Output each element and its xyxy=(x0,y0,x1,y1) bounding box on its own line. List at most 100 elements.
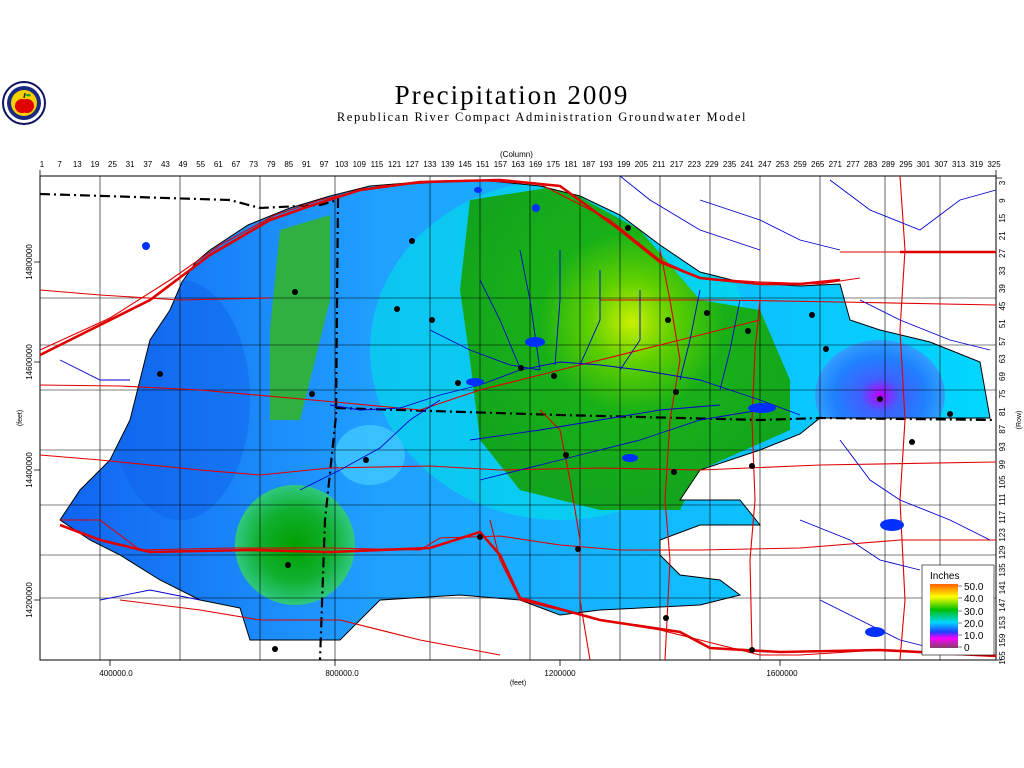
column-tick-label: 67 xyxy=(231,160,240,169)
column-tick-label: 7 xyxy=(57,160,62,169)
page-title: Precipitation 2009 xyxy=(394,80,630,110)
column-tick-label: 277 xyxy=(846,160,860,169)
row-tick-label: 27 xyxy=(998,248,1007,257)
x-tick-label: 1200000 xyxy=(544,669,576,678)
row-tick-label: 87 xyxy=(998,424,1007,433)
row-tick-label: 93 xyxy=(998,442,1007,451)
column-tick-label: 73 xyxy=(249,160,258,169)
column-tick-label: 181 xyxy=(564,160,578,169)
column-axis-title: (Column) xyxy=(500,150,533,159)
column-tick-label: 127 xyxy=(406,160,420,169)
legend: Inches 50.0 40.0 30.0 20.0 10.0 0 xyxy=(921,564,995,656)
row-tick-label: 69 xyxy=(998,372,1007,381)
column-tick-label: 115 xyxy=(371,160,384,169)
row-tick-label: 15 xyxy=(998,213,1007,222)
column-tick-label: 325 xyxy=(987,160,1001,169)
column-tick-label: 295 xyxy=(899,160,913,169)
column-tick-labels: 1 7 13 19 25 31 37 43 49 55 61 67 73 79 85 91 97 103 109 11… xyxy=(40,160,1001,169)
row-tick-label: 33 xyxy=(998,266,1007,275)
apple-seal-icon xyxy=(2,81,46,125)
column-tick-label: 19 xyxy=(90,160,99,169)
column-tick-label: 301 xyxy=(917,160,931,169)
legend-entry: 20.0 xyxy=(964,619,984,630)
legend-color-ramp xyxy=(930,584,958,648)
column-tick-label: 199 xyxy=(617,160,631,169)
y-tick-label: 14600000 xyxy=(25,344,34,380)
column-tick-label: 187 xyxy=(582,160,596,169)
column-tick-label: 61 xyxy=(214,160,223,169)
x-tick-labels: 400000.0 800000.0 1200000 1600000 xyxy=(99,669,798,678)
column-tick-label: 31 xyxy=(126,160,135,169)
row-tick-label: 57 xyxy=(998,336,1007,345)
legend-entry: 0 xyxy=(964,643,970,654)
row-tick-label: 117 xyxy=(998,510,1007,523)
column-tick-label: 211 xyxy=(653,160,666,169)
column-tick-label: 157 xyxy=(494,160,508,169)
page-subtitle: Republican River Compact Administration … xyxy=(336,110,748,124)
state-boundaries xyxy=(39,192,997,661)
column-tick-label: 169 xyxy=(529,160,543,169)
column-tick-label: 79 xyxy=(267,160,276,169)
column-tick-label: 271 xyxy=(829,160,843,169)
column-tick-label: 265 xyxy=(811,160,825,169)
row-tick-label: 165 xyxy=(998,651,1007,665)
column-tick-label: 85 xyxy=(284,160,293,169)
column-tick-label: 313 xyxy=(952,160,966,169)
reservoirs xyxy=(142,187,904,637)
column-tick-label: 25 xyxy=(108,160,117,169)
row-tick-label: 3 xyxy=(998,180,1007,185)
legend-entry: 50.0 xyxy=(964,582,984,593)
column-tick-label: 175 xyxy=(547,160,561,169)
column-tick-label: 223 xyxy=(688,160,702,169)
column-tick-label: 241 xyxy=(741,160,755,169)
row-axis-title: (Row) xyxy=(1016,411,1023,430)
row-tick-label: 111 xyxy=(998,493,1007,506)
y-tick-label: 14400000 xyxy=(25,452,34,488)
column-tick-label: 49 xyxy=(179,160,188,169)
column-tick-label: 247 xyxy=(758,160,772,169)
column-tick-label: 37 xyxy=(143,160,152,169)
x-tick-label: 1600000 xyxy=(766,669,798,678)
column-tick-label: 109 xyxy=(353,160,367,169)
y-tick-label: 14800000 xyxy=(25,244,34,280)
row-tick-label: 63 xyxy=(998,354,1007,363)
column-tick-label: 1 xyxy=(40,160,45,169)
row-tick-label: 81 xyxy=(998,407,1007,416)
rivers xyxy=(59,175,997,651)
column-tick-label: 103 xyxy=(335,160,349,169)
column-tick-label: 151 xyxy=(476,160,490,169)
column-tick-label: 97 xyxy=(320,160,329,169)
row-tick-label: 51 xyxy=(998,319,1007,328)
column-tick-label: 145 xyxy=(458,160,472,169)
row-tick-label: 141 xyxy=(998,580,1007,594)
y-axis-title: (feet) xyxy=(17,410,24,426)
legend-title: Inches xyxy=(930,571,959,582)
column-tick-label: 55 xyxy=(196,160,205,169)
column-tick-label: 205 xyxy=(635,160,649,169)
column-tick-label: 91 xyxy=(302,160,311,169)
row-tick-label: 99 xyxy=(998,460,1007,469)
legend-entry: 30.0 xyxy=(964,607,984,618)
column-tick-label: 229 xyxy=(705,160,719,169)
row-tick-label: 135 xyxy=(998,563,1007,577)
x-axis-title: (feet) xyxy=(510,680,526,687)
column-tick-label: 193 xyxy=(599,160,613,169)
legend-entry: 40.0 xyxy=(964,594,984,605)
column-tick-label: 217 xyxy=(670,160,684,169)
row-tick-label: 39 xyxy=(998,284,1007,293)
row-tick-labels: 3915212733394551576369758187939910511111… xyxy=(998,180,1007,664)
column-tick-label: 259 xyxy=(793,160,807,169)
row-tick-label: 159 xyxy=(998,633,1007,647)
column-tick-label: 133 xyxy=(423,160,437,169)
column-tick-label: 283 xyxy=(864,160,878,169)
column-tick-label: 43 xyxy=(161,160,170,169)
row-tick-label: 147 xyxy=(998,598,1007,612)
axis-ticks xyxy=(34,170,1002,666)
row-tick-label: 129 xyxy=(998,545,1007,559)
row-tick-label: 105 xyxy=(998,475,1007,489)
row-tick-label: 153 xyxy=(998,616,1007,630)
column-tick-label: 163 xyxy=(511,160,525,169)
row-tick-label: 9 xyxy=(998,198,1007,203)
row-tick-label: 21 xyxy=(998,231,1007,240)
